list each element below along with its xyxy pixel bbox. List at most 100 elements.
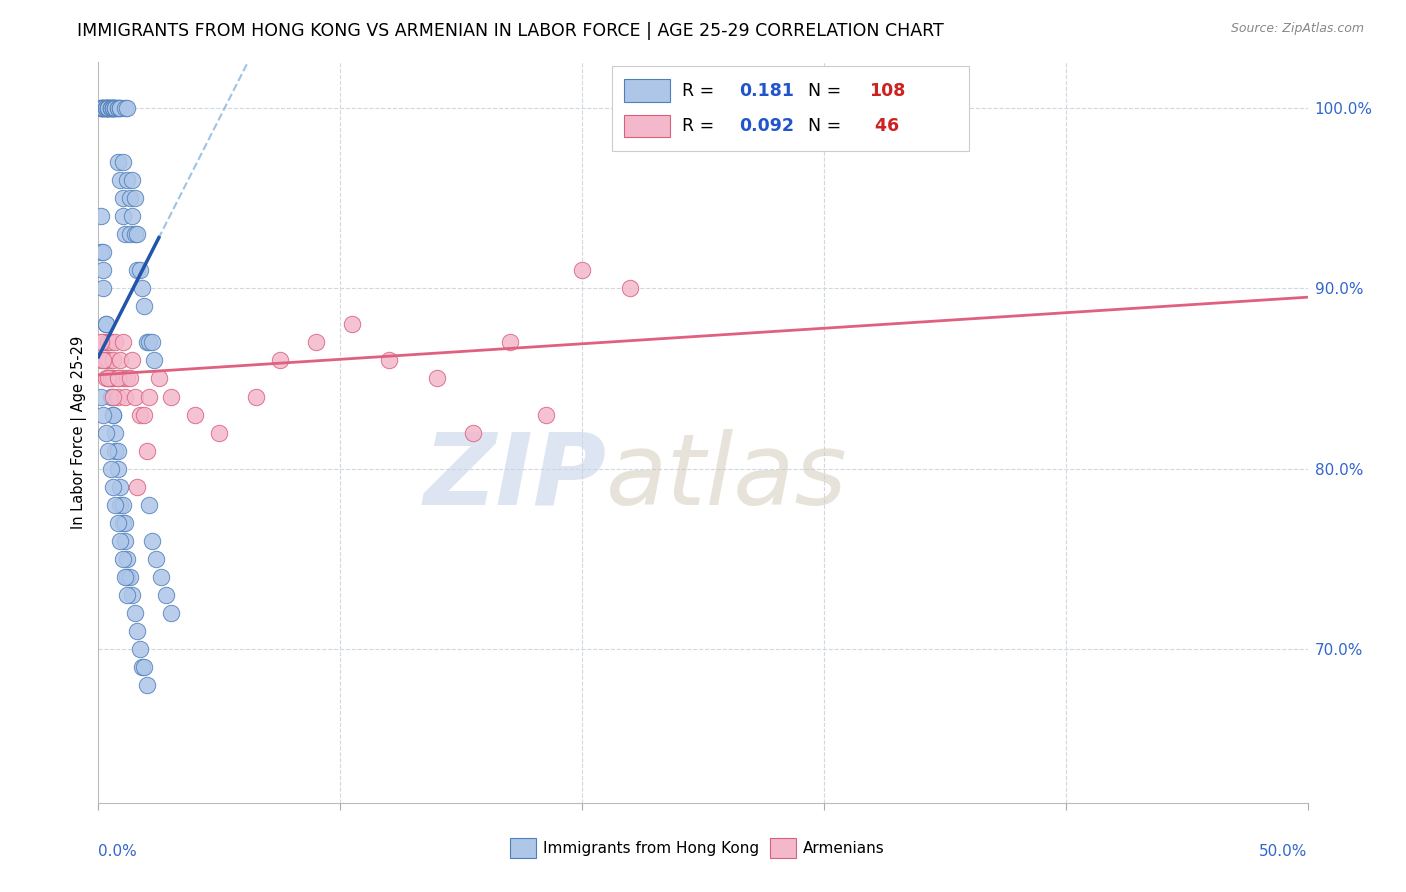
Point: [128, 408, 150, 422]
Point: [534, 408, 557, 422]
Text: N =: N =: [808, 81, 846, 100]
Point: [111, 516, 134, 530]
Point: [124, 606, 146, 620]
Point: [141, 335, 163, 350]
Point: [97, 353, 120, 368]
Point: [143, 353, 166, 368]
Point: [108, 533, 131, 548]
Point: [94, 318, 117, 332]
Point: [97, 101, 120, 115]
Point: [377, 353, 399, 368]
Point: [100, 390, 122, 404]
Point: [121, 173, 143, 187]
Point: [100, 371, 122, 385]
Point: [97, 101, 120, 115]
Point: [101, 408, 124, 422]
Point: [97, 101, 120, 115]
Point: [117, 173, 139, 187]
Point: [135, 678, 157, 692]
Point: [108, 480, 131, 494]
Point: [124, 191, 146, 205]
Point: [114, 570, 136, 584]
Point: [104, 101, 127, 115]
Point: [118, 227, 141, 241]
Point: [135, 443, 157, 458]
Point: [131, 281, 153, 295]
Point: [91, 353, 114, 368]
Point: [94, 101, 117, 115]
Point: [101, 371, 124, 385]
Point: [104, 498, 127, 512]
Point: [111, 335, 134, 350]
Point: [111, 209, 134, 223]
Point: [107, 101, 129, 115]
Point: [128, 263, 150, 277]
Point: [463, 425, 485, 440]
Point: [100, 101, 122, 115]
Point: [90, 245, 112, 260]
Text: 0.181: 0.181: [740, 81, 794, 100]
Point: [91, 281, 114, 295]
Point: [127, 263, 149, 277]
Text: 0.0%: 0.0%: [98, 844, 138, 858]
Point: [114, 227, 136, 241]
Point: [150, 570, 173, 584]
Point: [97, 335, 120, 350]
Point: [107, 371, 129, 385]
Point: [90, 101, 112, 115]
Point: [97, 371, 120, 385]
Point: [138, 390, 160, 404]
Point: [90, 353, 112, 368]
Point: [107, 371, 129, 385]
Point: [90, 209, 112, 223]
Point: [94, 101, 117, 115]
Point: [342, 318, 364, 332]
Point: [117, 101, 139, 115]
Text: Source: ZipAtlas.com: Source: ZipAtlas.com: [1230, 22, 1364, 36]
Point: [111, 191, 134, 205]
Point: [108, 173, 131, 187]
Point: [117, 371, 139, 385]
Point: [111, 154, 134, 169]
FancyBboxPatch shape: [624, 79, 671, 102]
Point: [91, 245, 114, 260]
Text: IMMIGRANTS FROM HONG KONG VS ARMENIAN IN LABOR FORCE | AGE 25-29 CORRELATION CHA: IMMIGRANTS FROM HONG KONG VS ARMENIAN IN…: [77, 22, 943, 40]
Point: [100, 101, 122, 115]
Y-axis label: In Labor Force | Age 25-29: In Labor Force | Age 25-29: [72, 336, 87, 529]
Point: [108, 353, 131, 368]
Point: [100, 371, 122, 385]
Point: [127, 480, 149, 494]
Point: [128, 642, 150, 657]
Point: [90, 390, 112, 404]
Text: ZIP: ZIP: [423, 428, 606, 525]
Point: [114, 516, 136, 530]
Point: [107, 390, 129, 404]
Point: [107, 516, 129, 530]
Point: [121, 588, 143, 602]
Point: [619, 281, 641, 295]
Text: atlas: atlas: [606, 428, 848, 525]
Point: [101, 101, 124, 115]
Point: [121, 353, 143, 368]
Text: R =: R =: [682, 117, 720, 135]
Point: [101, 353, 124, 368]
Point: [245, 390, 267, 404]
Point: [107, 443, 129, 458]
Point: [100, 461, 122, 475]
Point: [138, 335, 160, 350]
Point: [160, 390, 183, 404]
Text: R =: R =: [682, 81, 720, 100]
Point: [94, 425, 117, 440]
Point: [94, 353, 117, 368]
Point: [101, 390, 124, 404]
Point: [134, 299, 156, 313]
Point: [108, 101, 131, 115]
Point: [114, 390, 136, 404]
Point: [127, 624, 149, 639]
Point: [107, 154, 129, 169]
Point: [134, 660, 156, 674]
Text: 108: 108: [869, 81, 905, 100]
Point: [97, 101, 120, 115]
Point: [97, 101, 120, 115]
FancyBboxPatch shape: [613, 66, 969, 152]
